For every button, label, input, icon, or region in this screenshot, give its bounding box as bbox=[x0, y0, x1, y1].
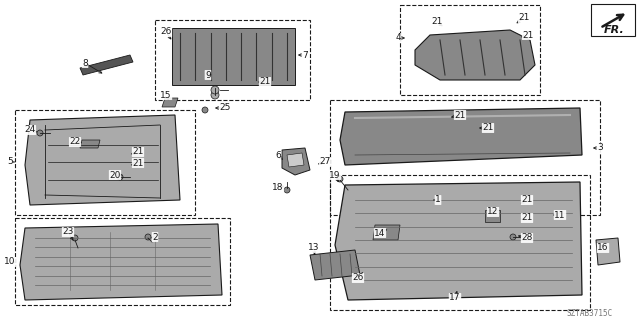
Text: 24: 24 bbox=[24, 125, 36, 134]
Text: 21: 21 bbox=[454, 110, 466, 119]
Text: 10: 10 bbox=[4, 258, 16, 267]
Text: 2: 2 bbox=[152, 233, 158, 242]
Circle shape bbox=[284, 187, 290, 193]
Text: 1: 1 bbox=[435, 196, 441, 204]
Text: 16: 16 bbox=[597, 244, 609, 252]
Bar bbox=[15, 218, 230, 305]
Text: 26: 26 bbox=[352, 274, 364, 283]
Text: 26: 26 bbox=[160, 28, 172, 36]
Text: 21: 21 bbox=[522, 30, 534, 39]
Text: 21: 21 bbox=[518, 13, 530, 22]
Polygon shape bbox=[415, 30, 535, 80]
Text: 25: 25 bbox=[220, 103, 230, 113]
Text: 21: 21 bbox=[522, 196, 532, 204]
Circle shape bbox=[145, 234, 151, 240]
Bar bbox=[330, 100, 600, 215]
Polygon shape bbox=[80, 55, 133, 75]
Text: 28: 28 bbox=[522, 234, 532, 243]
Text: 27: 27 bbox=[319, 157, 331, 166]
Text: 21: 21 bbox=[259, 77, 271, 86]
Text: 9: 9 bbox=[205, 70, 211, 79]
Text: 21: 21 bbox=[522, 213, 532, 222]
Text: 11: 11 bbox=[554, 211, 566, 220]
Bar bbox=[400, 5, 540, 95]
Circle shape bbox=[72, 235, 78, 241]
Text: SZTAB3715C: SZTAB3715C bbox=[567, 308, 613, 317]
Text: 21: 21 bbox=[132, 158, 144, 167]
Polygon shape bbox=[25, 115, 180, 205]
Circle shape bbox=[37, 130, 43, 136]
Text: 19: 19 bbox=[329, 171, 340, 180]
Bar bbox=[330, 175, 590, 310]
Bar bbox=[155, 20, 310, 100]
Text: 21: 21 bbox=[483, 124, 493, 132]
Polygon shape bbox=[287, 153, 304, 167]
Circle shape bbox=[510, 234, 516, 240]
Text: FR.: FR. bbox=[604, 25, 625, 35]
Circle shape bbox=[337, 176, 343, 182]
Bar bbox=[15, 110, 195, 215]
Polygon shape bbox=[282, 148, 310, 175]
Circle shape bbox=[211, 91, 219, 99]
Polygon shape bbox=[373, 225, 400, 240]
Circle shape bbox=[202, 107, 208, 113]
Text: 22: 22 bbox=[69, 138, 81, 147]
Text: 15: 15 bbox=[160, 91, 172, 100]
Text: 8: 8 bbox=[82, 59, 88, 68]
Text: 12: 12 bbox=[487, 207, 499, 217]
Polygon shape bbox=[340, 108, 582, 165]
Text: 13: 13 bbox=[308, 244, 320, 252]
Text: 5: 5 bbox=[7, 157, 13, 166]
Text: 14: 14 bbox=[374, 228, 386, 237]
Text: 18: 18 bbox=[272, 183, 284, 193]
Bar bbox=[172, 28, 295, 85]
Text: 4: 4 bbox=[395, 34, 401, 43]
Polygon shape bbox=[80, 140, 100, 148]
Text: 20: 20 bbox=[109, 171, 121, 180]
Polygon shape bbox=[162, 98, 178, 107]
Circle shape bbox=[117, 174, 123, 180]
Text: 17: 17 bbox=[449, 293, 461, 302]
Polygon shape bbox=[20, 224, 222, 300]
Polygon shape bbox=[310, 250, 360, 280]
Text: 7: 7 bbox=[302, 51, 308, 60]
Text: 21: 21 bbox=[431, 18, 443, 27]
Polygon shape bbox=[335, 182, 582, 300]
Circle shape bbox=[211, 86, 219, 94]
Text: 21: 21 bbox=[132, 148, 144, 156]
Polygon shape bbox=[485, 210, 500, 222]
Text: 3: 3 bbox=[597, 143, 603, 153]
Polygon shape bbox=[596, 238, 620, 265]
Text: 23: 23 bbox=[62, 228, 74, 236]
Text: 6: 6 bbox=[275, 150, 281, 159]
